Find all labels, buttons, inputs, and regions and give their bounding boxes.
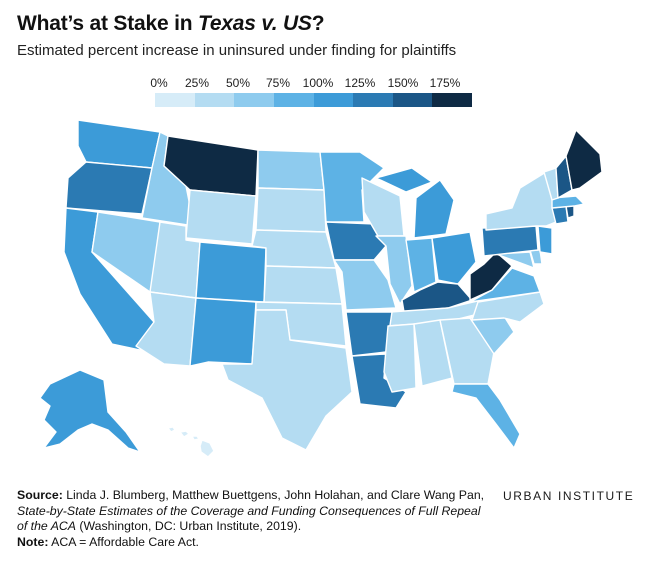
state-wyoming — [185, 189, 257, 245]
legend-swatch — [432, 93, 472, 107]
state-south-dakota — [255, 187, 327, 233]
legend-swatch — [392, 93, 433, 107]
us-map — [39, 119, 603, 458]
source-label: Source: — [17, 488, 63, 502]
state-illinois — [375, 235, 413, 305]
legend-label: 25% — [184, 76, 210, 90]
state-florida — [451, 383, 521, 449]
source-end: (Washington, DC: Urban Institute, 2019). — [76, 519, 302, 533]
state-oregon — [65, 161, 153, 215]
urban-institute-logo: URBAN INSTITUTE — [503, 489, 635, 503]
state-new-mexico — [189, 297, 257, 367]
state-mississippi — [383, 323, 417, 393]
source-text: Linda J. Blumberg, Matthew Buettgens, Jo… — [62, 488, 485, 502]
state-washington — [77, 119, 161, 169]
state-massachusetts — [551, 195, 585, 209]
state-iowa — [325, 221, 387, 261]
state-hawaii — [167, 426, 215, 458]
note-label: Note: — [17, 534, 49, 549]
legend-swatch — [273, 93, 314, 107]
legend-color-bar — [155, 93, 472, 107]
state-ohio — [431, 231, 477, 285]
state-pennsylvania — [481, 225, 539, 257]
state-new-jersey — [537, 225, 553, 255]
chart-subtitle: Estimated percent increase in uninsured … — [17, 42, 457, 59]
state-texas — [221, 309, 353, 451]
state-maine — [565, 129, 603, 191]
state-colorado — [195, 241, 267, 303]
state-alaska — [39, 369, 141, 453]
legend-swatch — [353, 93, 393, 107]
state-new-york — [485, 171, 557, 231]
state-west-virginia — [469, 251, 513, 301]
legend-label: 125% — [344, 76, 376, 90]
state-missouri — [333, 259, 397, 311]
legend-swatch — [234, 93, 274, 107]
source-note: Source: Linda J. Blumberg, Matthew Buett… — [17, 488, 487, 550]
legend-swatch — [313, 93, 354, 107]
legend-label: 75% — [265, 76, 291, 90]
legend-label: 0% — [150, 76, 168, 90]
legend-label: 50% — [225, 76, 251, 90]
state-kansas — [263, 265, 343, 305]
legend-label: 100% — [302, 76, 334, 90]
chart-title: What’s at Stake in Texas v. US? — [17, 12, 325, 35]
state-michigan — [375, 167, 455, 239]
legend-swatch — [194, 93, 235, 107]
state-arkansas — [345, 311, 393, 357]
legend: 0% 25% 50% 75% 100% 125% 150% 175% — [150, 76, 485, 107]
state-north-dakota — [257, 149, 325, 191]
note-text: ACA = Affordable Care Act. — [48, 534, 199, 549]
legend-swatch — [155, 93, 195, 107]
state-indiana — [405, 237, 437, 293]
legend-label: 150% — [387, 76, 419, 90]
source-title: State-by-State Estimates of the Coverage… — [17, 503, 481, 534]
legend-labels: 0% 25% 50% 75% 100% 125% 150% 175% — [150, 76, 485, 92]
legend-label: 175% — [429, 76, 461, 90]
